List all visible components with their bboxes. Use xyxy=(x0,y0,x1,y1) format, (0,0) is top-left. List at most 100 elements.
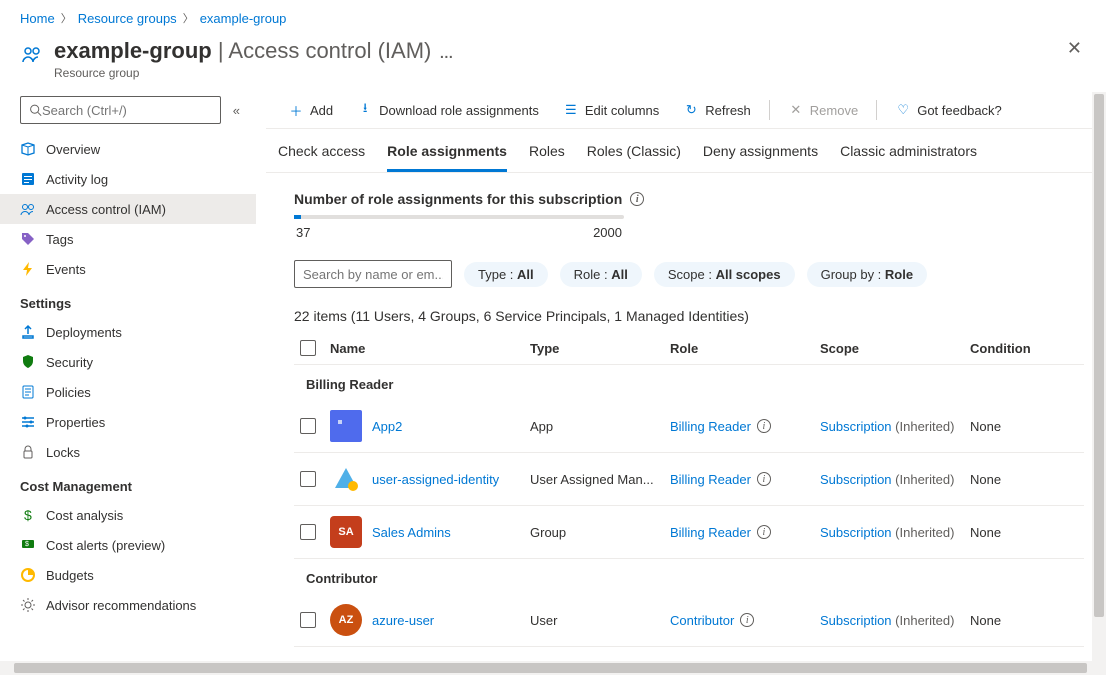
table-row[interactable]: App2 App Billing Readeri Subscription (I… xyxy=(294,400,1084,453)
sidebar-section-cost: Cost Management xyxy=(0,467,256,500)
filter-type[interactable]: Type : All xyxy=(464,262,548,287)
sidebar-item-label: Tags xyxy=(46,232,73,247)
download-button[interactable]: ⭳Download role assignments xyxy=(347,98,549,122)
type-cell: App xyxy=(530,419,670,434)
cube-icon xyxy=(20,141,36,157)
main-panel: ＋Add ⭳Download role assignments ☰Edit co… xyxy=(256,92,1106,677)
principal-link[interactable]: azure-user xyxy=(372,613,434,628)
filter-search-input[interactable] xyxy=(294,260,452,288)
info-icon[interactable]: i xyxy=(757,419,771,433)
col-name[interactable]: Name xyxy=(330,341,530,356)
sidebar-item-label: Locks xyxy=(46,445,80,460)
log-icon xyxy=(20,171,36,187)
sidebar-item-cost-alerts-preview-[interactable]: $Cost alerts (preview) xyxy=(0,530,256,560)
role-link[interactable]: Billing Reader xyxy=(670,525,751,540)
tab-check-access[interactable]: Check access xyxy=(278,143,365,172)
role-link[interactable]: Billing Reader xyxy=(670,472,751,487)
sidebar-item-tags[interactable]: Tags xyxy=(0,224,256,254)
row-checkbox[interactable] xyxy=(300,612,316,628)
shield-icon xyxy=(20,354,36,370)
type-cell: User Assigned Man... xyxy=(530,472,670,487)
close-icon[interactable]: ✕ xyxy=(1067,38,1082,59)
table-row[interactable]: SASales Admins Group Billing Readeri Sub… xyxy=(294,506,1084,559)
breadcrumb-home[interactable]: Home xyxy=(20,11,55,26)
sidebar-item-deployments[interactable]: Deployments xyxy=(0,317,256,347)
scope-link[interactable]: Subscription xyxy=(820,613,892,628)
table-row[interactable]: user-assigned-identity User Assigned Man… xyxy=(294,453,1084,506)
scope-link[interactable]: Subscription xyxy=(820,525,892,540)
filter-role[interactable]: Role : All xyxy=(560,262,642,287)
table-row[interactable]: AZazure-user User Contributori Subscript… xyxy=(294,594,1084,647)
sidebar-item-advisor-recommendations[interactable]: Advisor recommendations xyxy=(0,590,256,620)
info-icon[interactable]: i xyxy=(757,472,771,486)
role-link[interactable]: Contributor xyxy=(670,613,734,628)
scope-inherited: (Inherited) xyxy=(895,525,954,540)
tab-roles-classic[interactable]: Roles (Classic) xyxy=(587,143,681,172)
select-all-checkbox[interactable] xyxy=(300,340,316,356)
principal-link[interactable]: App2 xyxy=(372,419,402,434)
add-button[interactable]: ＋Add xyxy=(278,98,343,122)
breadcrumb: Home 〉 Resource groups 〉 example-group xyxy=(0,0,1106,32)
info-icon[interactable]: i xyxy=(740,613,754,627)
avatar: SA xyxy=(330,516,362,548)
tab-role-assignments[interactable]: Role assignments xyxy=(387,143,507,172)
scope-inherited: (Inherited) xyxy=(895,613,954,628)
tab-roles[interactable]: Roles xyxy=(529,143,565,172)
assignments-table: Name Type Role Scope Condition Billing R… xyxy=(294,332,1084,647)
sidebar-item-locks[interactable]: Locks xyxy=(0,437,256,467)
vertical-scrollbar[interactable] xyxy=(1092,92,1106,661)
sidebar-item-label: Properties xyxy=(46,415,105,430)
role-link[interactable]: Billing Reader xyxy=(670,419,751,434)
resource-group-icon xyxy=(20,42,44,66)
breadcrumb-current[interactable]: example-group xyxy=(200,11,287,26)
sidebar-item-label: Budgets xyxy=(46,568,94,583)
col-condition[interactable]: Condition xyxy=(970,341,1050,356)
principal-link[interactable]: Sales Admins xyxy=(372,525,451,540)
sidebar-item-cost-analysis[interactable]: $Cost analysis xyxy=(0,500,256,530)
sidebar-item-overview[interactable]: Overview xyxy=(0,134,256,164)
svg-text:$: $ xyxy=(25,541,29,548)
sidebar-item-policies[interactable]: Policies xyxy=(0,377,256,407)
sidebar-item-label: Overview xyxy=(46,142,100,157)
lock-icon xyxy=(20,444,36,460)
refresh-button[interactable]: ↻Refresh xyxy=(673,98,761,122)
col-type[interactable]: Type xyxy=(530,341,670,356)
sidebar-item-security[interactable]: Security xyxy=(0,347,256,377)
collapse-sidebar-icon[interactable]: « xyxy=(229,99,244,122)
more-icon[interactable]: … xyxy=(439,45,454,61)
row-checkbox[interactable] xyxy=(300,524,316,540)
col-role[interactable]: Role xyxy=(670,341,820,356)
sidebar-search[interactable] xyxy=(20,96,221,124)
scope-link[interactable]: Subscription xyxy=(820,419,892,434)
toolbar-separator xyxy=(876,100,877,120)
tab-classic-admin[interactable]: Classic administrators xyxy=(840,143,977,172)
sidebar-item-budgets[interactable]: Budgets xyxy=(0,560,256,590)
filter-group-by[interactable]: Group by : Role xyxy=(807,262,927,287)
props-icon xyxy=(20,414,36,430)
sidebar-item-label: Access control (IAM) xyxy=(46,202,166,217)
sidebar-item-activity-log[interactable]: Activity log xyxy=(0,164,256,194)
assignment-max: 2000 xyxy=(593,225,622,240)
horizontal-scrollbar[interactable] xyxy=(0,661,1106,675)
feedback-button[interactable]: ♡Got feedback? xyxy=(885,98,1012,122)
edit-columns-button[interactable]: ☰Edit columns xyxy=(553,98,669,122)
col-scope[interactable]: Scope xyxy=(820,341,970,356)
tab-deny[interactable]: Deny assignments xyxy=(703,143,818,172)
info-icon[interactable]: i xyxy=(630,192,644,206)
info-icon[interactable]: i xyxy=(757,525,771,539)
tag-icon xyxy=(20,231,36,247)
breadcrumb-resource-groups[interactable]: Resource groups xyxy=(78,11,177,26)
row-checkbox[interactable] xyxy=(300,418,316,434)
sidebar-item-label: Advisor recommendations xyxy=(46,598,196,613)
principal-link[interactable]: user-assigned-identity xyxy=(372,472,499,487)
sidebar-item-properties[interactable]: Properties xyxy=(0,407,256,437)
row-checkbox[interactable] xyxy=(300,471,316,487)
sidebar-item-access-control-iam-[interactable]: Access control (IAM) xyxy=(0,194,256,224)
filter-scope[interactable]: Scope : All scopes xyxy=(654,262,795,287)
condition-cell: None xyxy=(970,419,1050,434)
sidebar-item-events[interactable]: Events xyxy=(0,254,256,284)
scope-link[interactable]: Subscription xyxy=(820,472,892,487)
sidebar-section-settings: Settings xyxy=(0,284,256,317)
sidebar-search-input[interactable] xyxy=(42,103,212,118)
avatar: AZ xyxy=(330,604,362,636)
